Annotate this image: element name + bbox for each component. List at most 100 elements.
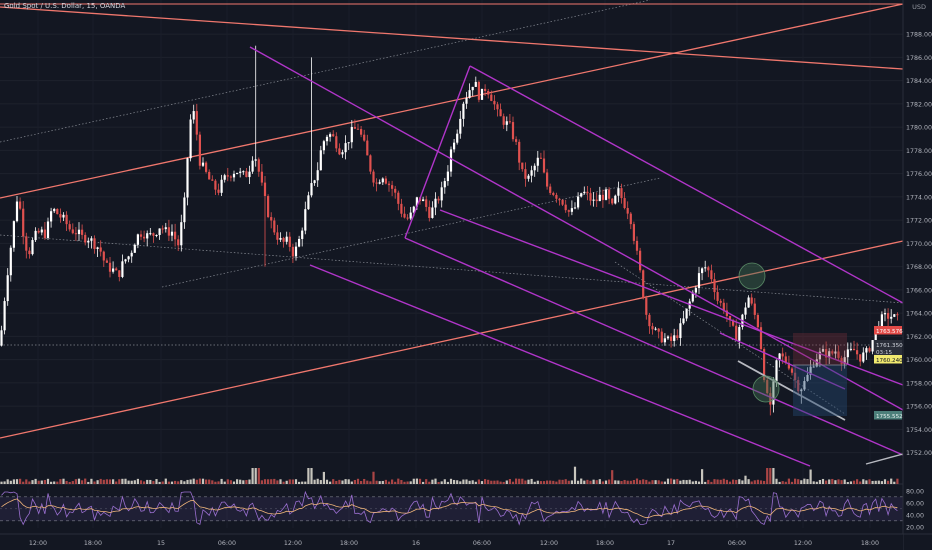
- volume-bar: [6, 479, 9, 484]
- volume-bar: [307, 468, 310, 484]
- candle-body: [387, 183, 391, 186]
- candle-body: [139, 234, 143, 237]
- candle-body: [567, 210, 570, 212]
- volume-bar: [139, 480, 143, 484]
- candle-body: [778, 353, 781, 361]
- volume-bar: [381, 480, 384, 484]
- volume-bar: [521, 478, 524, 484]
- candle-body: [738, 327, 741, 341]
- candle-body: [837, 351, 840, 358]
- volume-bar: [865, 480, 868, 484]
- candle-body: [713, 279, 716, 293]
- volume-bar: [34, 478, 37, 484]
- volume-bar: [477, 479, 480, 484]
- volume-bar: [74, 479, 77, 484]
- volume-bar: [487, 479, 490, 484]
- volume-bar: [226, 479, 229, 484]
- volume-bar: [766, 468, 769, 484]
- volume-bar: [790, 481, 794, 484]
- time-tick-label: 06:00: [473, 540, 491, 547]
- volume-bar: [784, 481, 787, 484]
- volume-bar: [161, 481, 164, 484]
- price-label-box: [874, 326, 902, 335]
- volume-bar: [648, 481, 651, 484]
- candle-body: [22, 208, 25, 237]
- candle-body: [546, 172, 549, 187]
- time-tick-label: 12:00: [29, 540, 47, 547]
- candle-body: [825, 349, 828, 358]
- volume-bar: [112, 479, 115, 484]
- volume-bar: [329, 481, 332, 484]
- volume-bar: [167, 481, 170, 484]
- volume-bar: [682, 479, 685, 484]
- candle-body: [818, 351, 821, 360]
- price-tick-label: 1756.000: [906, 404, 932, 411]
- candle-body: [285, 236, 288, 242]
- candle-body: [183, 197, 186, 223]
- salmon-trendline: [0, 3, 904, 199]
- volume-bar: [874, 480, 877, 484]
- candle-body: [25, 236, 28, 251]
- volume-bar: [239, 479, 242, 484]
- volume-bar: [794, 478, 797, 484]
- price-axis[interactable]: 1752.000 1754.000 1756.000 1758.000 1760.000…: [874, 0, 932, 550]
- volume-bar: [319, 480, 322, 484]
- candle-body: [186, 158, 189, 198]
- volume-bar: [806, 479, 809, 484]
- volume-bar: [446, 481, 449, 484]
- candle-body: [852, 348, 856, 351]
- candle-body: [341, 152, 344, 155]
- candle-body: [276, 232, 279, 240]
- candle-body: [279, 237, 282, 240]
- candle-body: [849, 348, 852, 350]
- volume-bar: [164, 478, 167, 484]
- time-axis[interactable]: 12:00 18:00 15 06:00 12:00 18:00 16 06:00 12:00 1…: [0, 533, 932, 550]
- volume-bar: [245, 479, 248, 484]
- candle-body: [890, 316, 893, 319]
- candle-body: [87, 240, 90, 243]
- symbol-title[interactable]: Gold Spot / U.S. Dollar, 15, OANDA: [4, 2, 126, 10]
- candle-body: [127, 256, 130, 260]
- candle-body: [220, 179, 223, 193]
- candle-body: [843, 357, 846, 364]
- candle-body: [360, 129, 363, 135]
- volume-bar: [617, 480, 620, 484]
- volume-bar: [803, 478, 806, 484]
- volume-bar: [56, 481, 59, 484]
- candle-body: [31, 240, 34, 255]
- volume-bar: [539, 481, 542, 484]
- volume-bar: [143, 481, 146, 484]
- time-tick-label: 18:00: [596, 540, 614, 547]
- volume-bar: [608, 479, 611, 484]
- rsi-ma-line: [1, 498, 898, 519]
- volume-bar: [756, 479, 759, 484]
- volume-bar: [468, 480, 471, 484]
- volume-bar: [223, 481, 226, 484]
- candle-body: [685, 308, 688, 319]
- candle-body: [533, 165, 536, 171]
- candle-body: [794, 372, 797, 381]
- candle-body: [508, 121, 511, 123]
- channel-leg: [404, 65, 471, 239]
- candle-body: [859, 354, 862, 362]
- volume-bar: [558, 479, 561, 484]
- candle-body: [598, 194, 601, 202]
- candle-body: [766, 380, 769, 394]
- candle-body: [493, 100, 496, 105]
- volume-bar: [480, 481, 484, 484]
- volume-bar: [99, 478, 102, 484]
- time-tick-label: 16: [412, 540, 420, 547]
- volume-bar: [428, 481, 431, 484]
- candle-body: [335, 136, 338, 149]
- volume-bar: [753, 480, 756, 484]
- candle-body: [112, 268, 115, 272]
- volume-bar: [270, 479, 273, 484]
- volume-bar: [372, 471, 375, 484]
- volume-bar: [741, 480, 744, 484]
- volume-bar: [353, 479, 356, 484]
- rsi-tick-label: 20.00: [906, 524, 924, 531]
- volume-bar: [53, 481, 56, 484]
- candle-body: [214, 180, 217, 190]
- candle-body: [722, 302, 725, 311]
